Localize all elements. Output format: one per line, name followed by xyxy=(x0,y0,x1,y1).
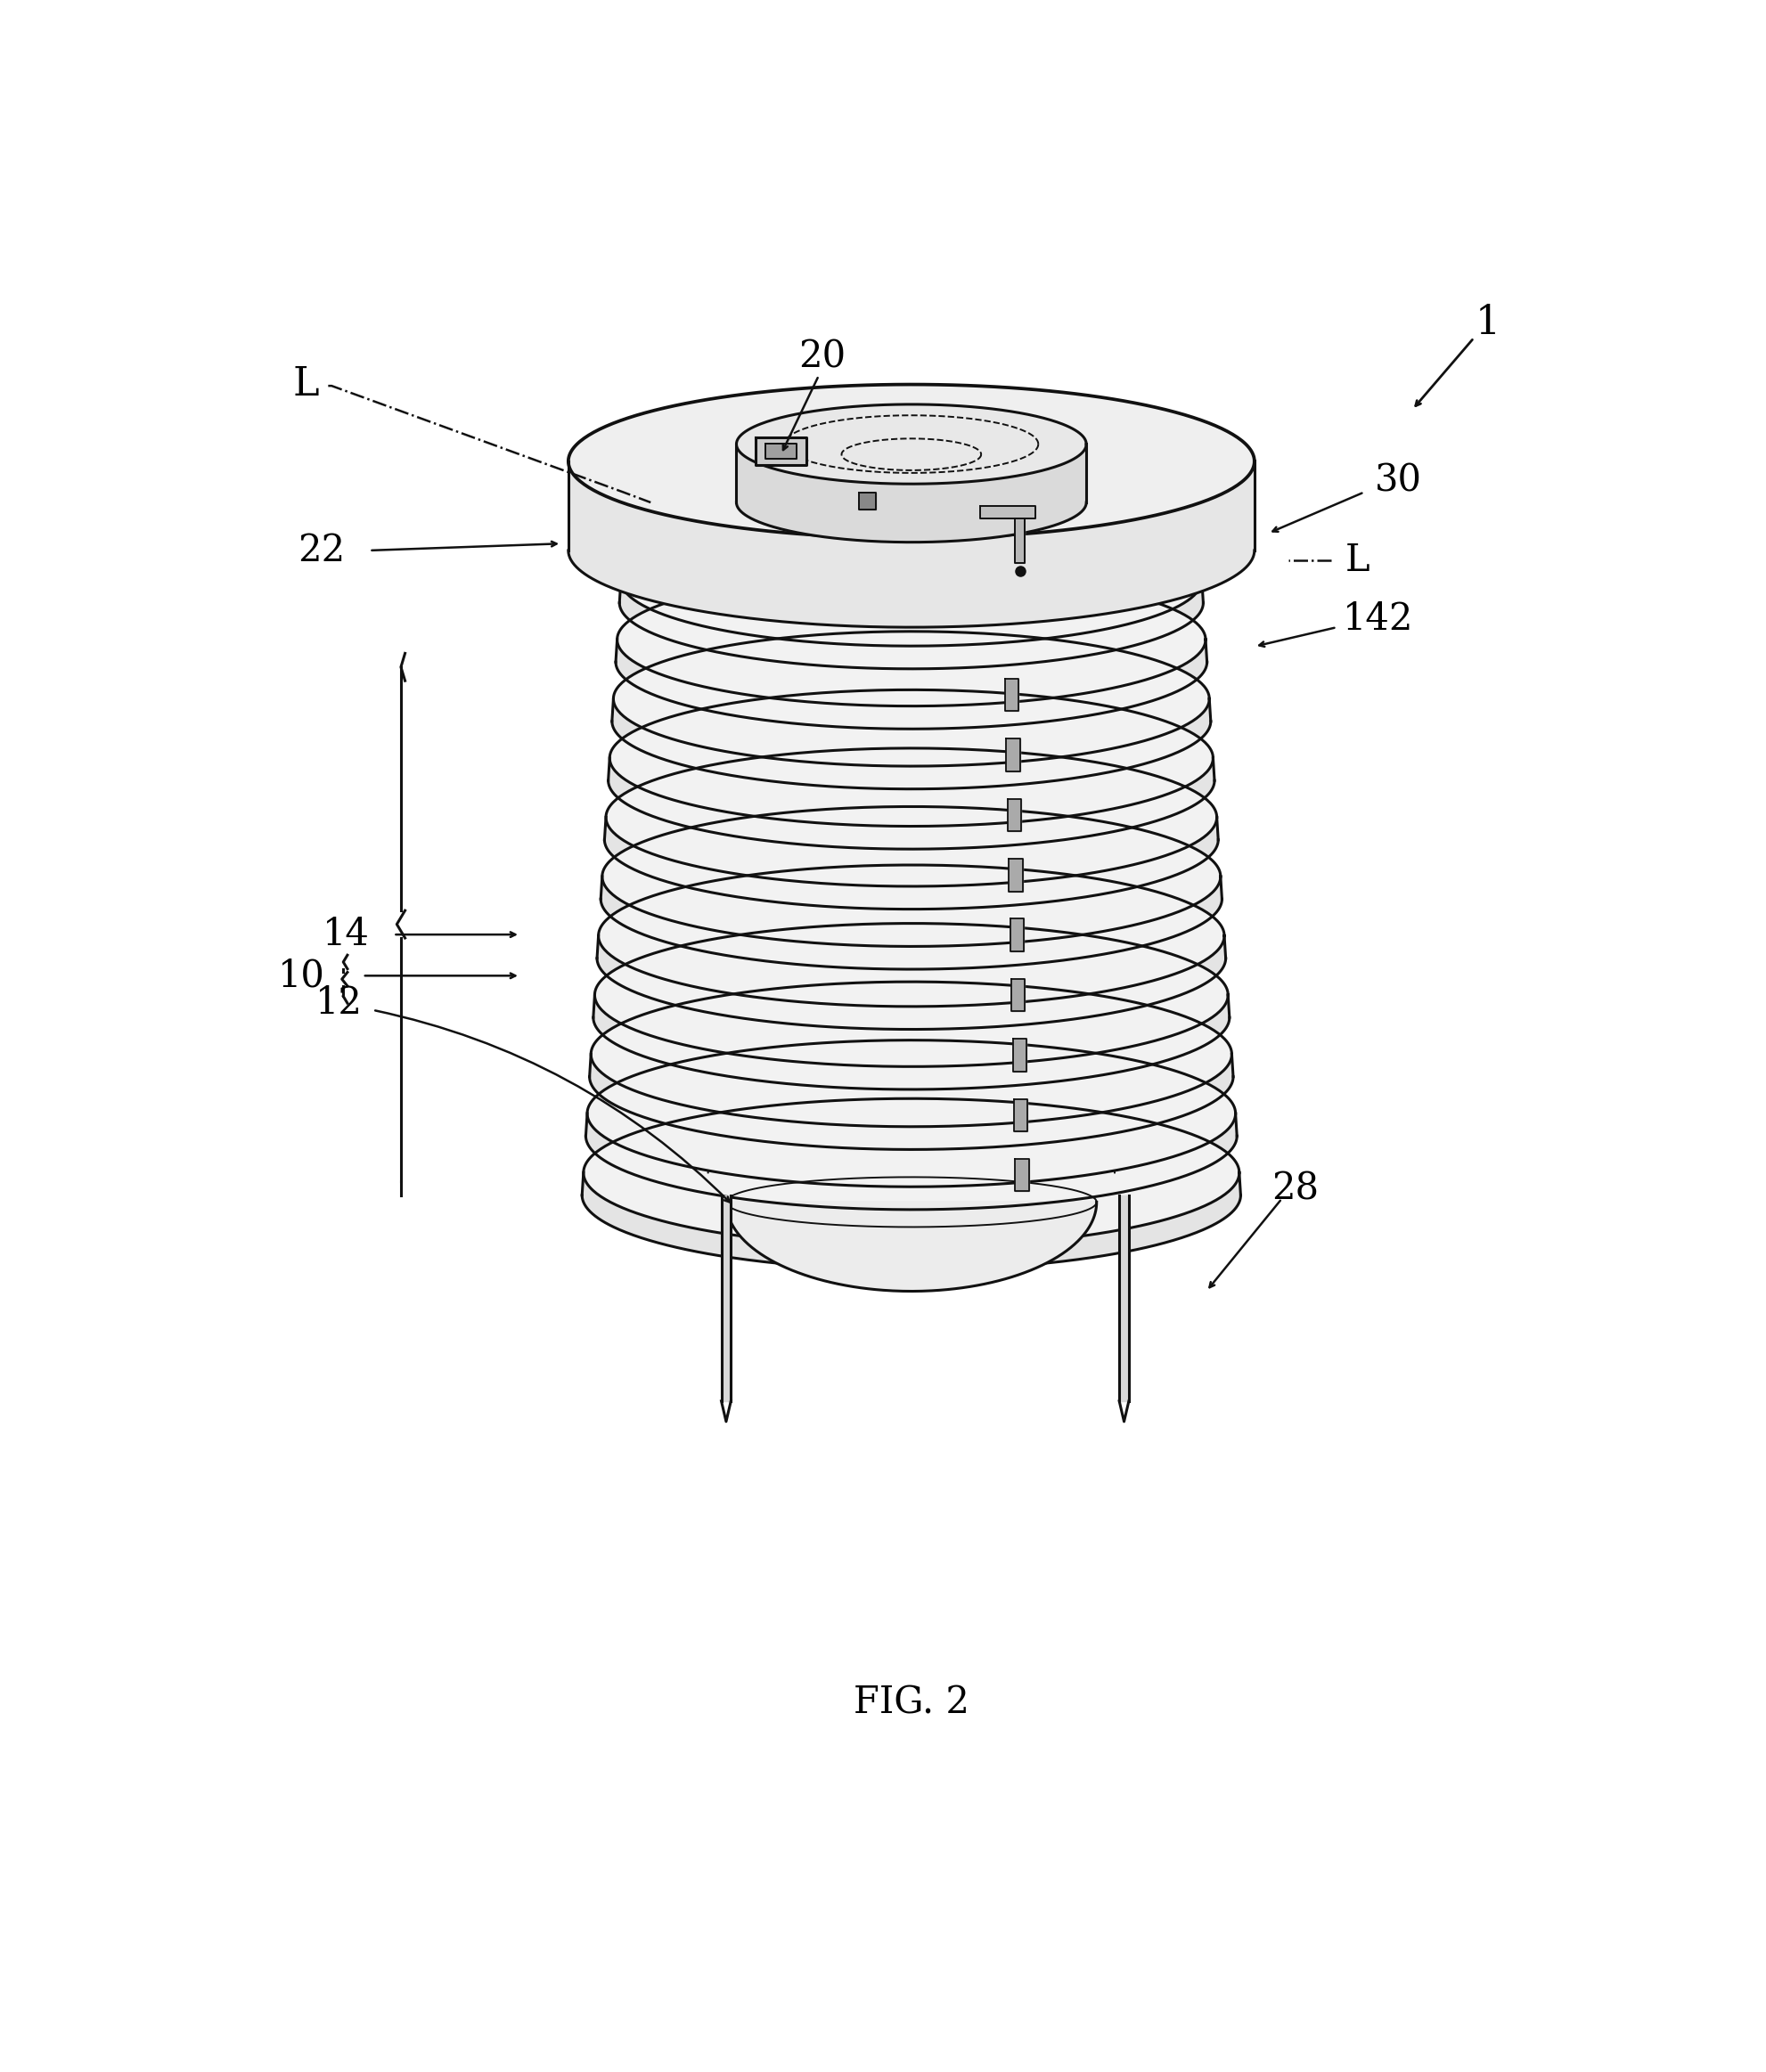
Polygon shape xyxy=(724,680,1098,758)
Polygon shape xyxy=(1012,1038,1026,1071)
Polygon shape xyxy=(726,1202,1097,1291)
Polygon shape xyxy=(620,580,1203,669)
Text: 14: 14 xyxy=(321,916,369,953)
Polygon shape xyxy=(712,974,1109,1055)
Text: FIG. 2: FIG. 2 xyxy=(853,1685,970,1722)
Text: 1: 1 xyxy=(1475,303,1499,342)
Polygon shape xyxy=(616,574,1204,707)
Text: 142: 142 xyxy=(1342,601,1413,638)
Polygon shape xyxy=(1015,1158,1028,1191)
Text: 30: 30 xyxy=(1374,462,1422,499)
Polygon shape xyxy=(729,562,1093,640)
Polygon shape xyxy=(717,856,1106,937)
Polygon shape xyxy=(1118,1196,1128,1401)
Polygon shape xyxy=(980,506,1035,518)
Polygon shape xyxy=(611,698,1210,789)
Polygon shape xyxy=(608,758,1213,850)
Polygon shape xyxy=(581,1173,1240,1270)
Polygon shape xyxy=(1014,518,1024,564)
Polygon shape xyxy=(569,462,1254,628)
Polygon shape xyxy=(1005,678,1019,711)
Polygon shape xyxy=(1010,978,1024,1011)
Polygon shape xyxy=(569,385,1254,539)
Polygon shape xyxy=(1014,1098,1028,1131)
Polygon shape xyxy=(736,404,1086,485)
Polygon shape xyxy=(754,437,807,464)
Polygon shape xyxy=(613,632,1208,767)
Polygon shape xyxy=(722,738,1100,816)
Polygon shape xyxy=(708,1090,1114,1173)
Polygon shape xyxy=(583,1098,1238,1247)
Polygon shape xyxy=(1008,858,1023,891)
Polygon shape xyxy=(721,1196,731,1401)
Polygon shape xyxy=(736,443,1086,543)
Polygon shape xyxy=(599,864,1224,1007)
Polygon shape xyxy=(765,443,796,458)
Polygon shape xyxy=(615,640,1206,729)
Polygon shape xyxy=(595,924,1227,1067)
Polygon shape xyxy=(602,806,1220,947)
Text: 28: 28 xyxy=(1272,1169,1319,1208)
Text: 20: 20 xyxy=(798,338,846,375)
Polygon shape xyxy=(590,982,1231,1127)
Polygon shape xyxy=(710,1032,1113,1113)
Polygon shape xyxy=(1010,918,1023,951)
Polygon shape xyxy=(600,876,1222,970)
Polygon shape xyxy=(586,1113,1236,1210)
Polygon shape xyxy=(620,514,1201,646)
Polygon shape xyxy=(719,798,1102,876)
Text: 12: 12 xyxy=(314,984,362,1021)
Polygon shape xyxy=(1007,738,1019,771)
Text: 10: 10 xyxy=(277,957,325,995)
Polygon shape xyxy=(858,493,876,510)
Text: L: L xyxy=(293,365,320,404)
Polygon shape xyxy=(726,622,1095,698)
Polygon shape xyxy=(590,1055,1233,1150)
Polygon shape xyxy=(597,937,1226,1030)
Polygon shape xyxy=(1007,798,1021,831)
Text: 22: 22 xyxy=(298,533,344,570)
Text: L: L xyxy=(1344,543,1369,580)
Polygon shape xyxy=(606,748,1217,887)
Polygon shape xyxy=(604,816,1217,910)
Polygon shape xyxy=(715,914,1107,995)
Polygon shape xyxy=(593,995,1229,1090)
Polygon shape xyxy=(586,1040,1234,1187)
Polygon shape xyxy=(609,690,1213,827)
